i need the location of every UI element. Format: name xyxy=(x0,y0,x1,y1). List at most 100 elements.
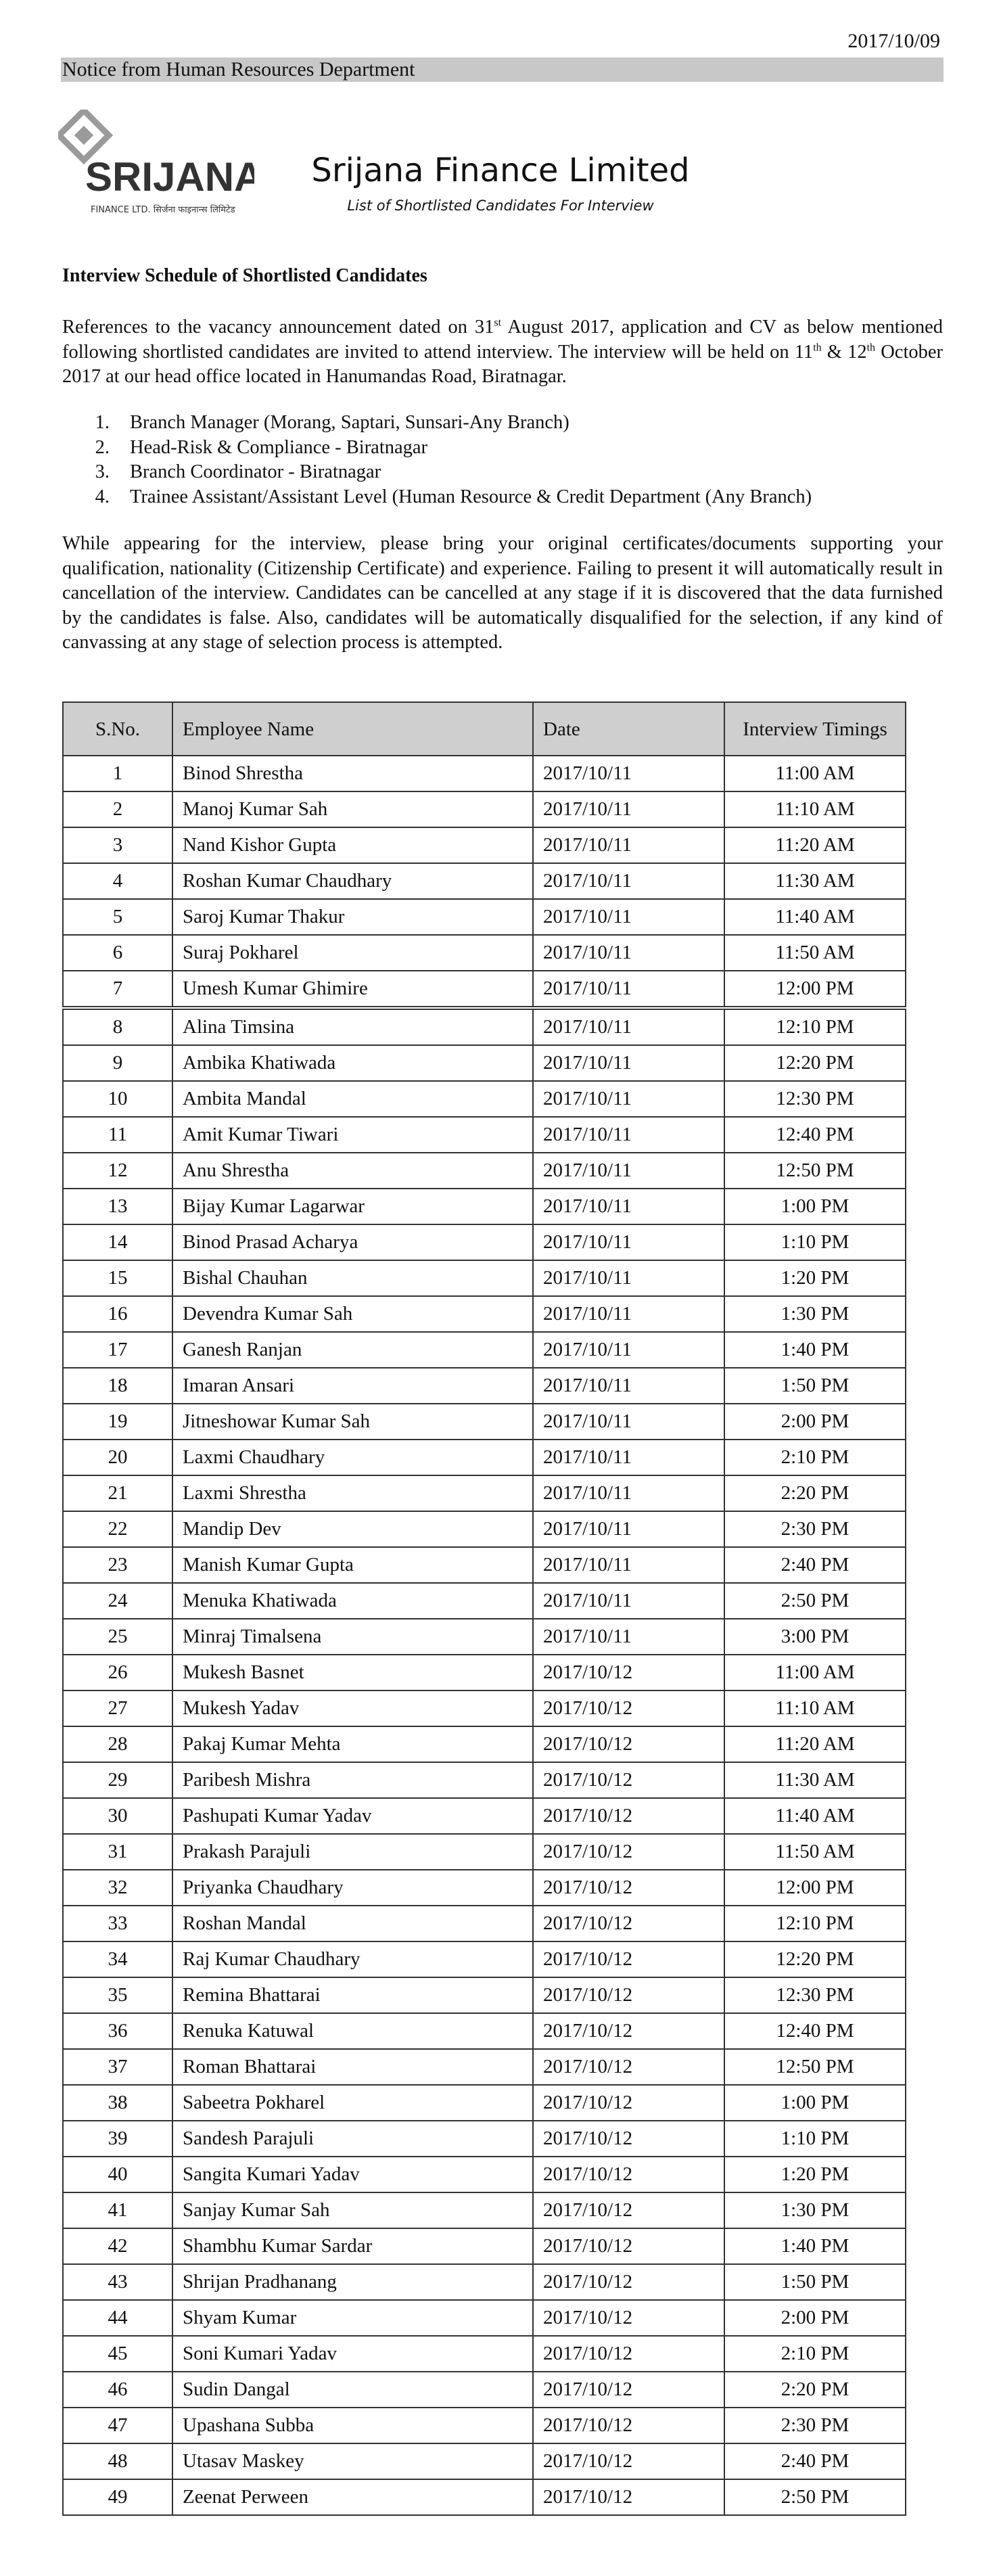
table-cell: 2017/10/11 xyxy=(532,1295,725,1333)
table-cell: 1:00 PM xyxy=(724,1188,906,1225)
table-cell: 1:40 PM xyxy=(724,1331,906,1368)
table-cell: 36 xyxy=(62,2013,173,2050)
table-row: 15 Bishal Chauhan 2017/10/11 1:20 PM xyxy=(62,1260,906,1297)
table-cell: 33 xyxy=(62,1905,173,1942)
table-cell: 1:50 PM xyxy=(724,2263,906,2301)
table-cell: 2017/10/12 xyxy=(532,2048,725,2086)
table-cell: 2017/10/11 xyxy=(532,1582,725,1619)
table-cell: Jitneshowar Kumar Sah xyxy=(172,1403,534,1440)
table-cell: 2017/10/11 xyxy=(532,1260,725,1297)
table-cell: 28 xyxy=(62,1726,173,1763)
table-cell: Raj Kumar Chaudhary xyxy=(172,1941,534,1978)
table-cell: 2017/10/11 xyxy=(532,755,725,792)
table-cell: 1:40 PM xyxy=(724,2228,906,2265)
list-number: 1. xyxy=(95,412,110,433)
table-cell: 12 xyxy=(62,1152,173,1189)
table-row: 32 Priyanka Chaudhary 2017/10/12 12:00 PM xyxy=(62,1869,906,1906)
table-cell: 18 xyxy=(62,1367,173,1404)
table-cell: Bijay Kumar Lagarwar xyxy=(172,1188,534,1225)
table-cell: 24 xyxy=(62,1582,173,1619)
table-cell: Nand Kishor Gupta xyxy=(172,827,534,864)
table-cell: 2:30 PM xyxy=(724,2407,906,2444)
table-cell: 12:20 PM xyxy=(724,1941,906,1978)
table-cell: Minraj Timalsena xyxy=(172,1618,534,1655)
table-cell: 12:00 PM xyxy=(724,970,906,1010)
table-cell: 2017/10/11 xyxy=(532,1080,725,1118)
superscript: th xyxy=(866,342,876,353)
column-header: Employee Name xyxy=(172,702,534,756)
table-cell: 48 xyxy=(62,2443,173,2480)
table-row: 24 Menuka Khatiwada 2017/10/11 2:50 PM xyxy=(62,1582,906,1619)
position-list: 1. Branch Manager (Morang, Saptari, Sunsa… xyxy=(62,411,943,509)
text-run: & 12 xyxy=(821,341,867,363)
table-cell: Ambika Khatiwada xyxy=(172,1044,534,1082)
table-cell: 2017/10/12 xyxy=(532,2443,725,2480)
table-row: 4 Roshan Kumar Chaudhary 2017/10/11 11:30 A… xyxy=(62,862,906,900)
table-cell: 2017/10/12 xyxy=(532,1762,725,1799)
table-cell: 11:00 AM xyxy=(724,755,906,792)
list-text: Trainee Assistant/Assistant Level (Human… xyxy=(130,486,812,507)
table-cell: 11:30 AM xyxy=(724,1762,906,1799)
table-cell: 22 xyxy=(62,1511,173,1548)
list-text: Head-Risk & Compliance - Biratnagar xyxy=(130,436,428,458)
table-cell: Mukesh Basnet xyxy=(172,1654,534,1691)
table-row: 1 Binod Shrestha 2017/10/11 11:00 AM xyxy=(62,755,906,792)
table-cell: 23 xyxy=(62,1546,173,1584)
table-cell: Upashana Subba xyxy=(172,2407,534,2444)
table-cell: 12:50 PM xyxy=(724,2048,906,2086)
table-cell: 11:30 AM xyxy=(724,862,906,900)
table-cell: 1:30 PM xyxy=(724,2192,906,2229)
table-cell: 5 xyxy=(62,898,173,936)
table-cell: 12:00 PM xyxy=(724,1869,906,1906)
table-cell: 1 xyxy=(62,755,173,792)
table-cell: Laxmi Shrestha xyxy=(172,1475,534,1512)
table-cell: 2:20 PM xyxy=(724,2371,906,2408)
table-cell: 12:50 PM xyxy=(724,1152,906,1189)
table-cell: 11:50 AM xyxy=(724,1833,906,1870)
table-row: 11 Amit Kumar Tiwari 2017/10/11 12:40 PM xyxy=(62,1116,906,1153)
table-row: 23 Manish Kumar Gupta 2017/10/11 2:40 PM xyxy=(62,1546,906,1584)
table-cell: Anu Shrestha xyxy=(172,1152,534,1189)
table-row: 40 Sangita Kumari Yadav 2017/10/12 1:20 PM xyxy=(62,2156,906,2193)
table-cell: 16 xyxy=(62,1295,173,1333)
table-cell: Binod Prasad Acharya xyxy=(172,1224,534,1261)
table-cell: 31 xyxy=(62,1833,173,1870)
table-cell: 29 xyxy=(62,1762,173,1799)
header-row: S.No. Employee Name Date Interview Timings xyxy=(62,702,906,756)
table-cell: Shrijan Pradhanang xyxy=(172,2263,534,2301)
table-cell: 2017/10/12 xyxy=(532,1905,725,1942)
table-cell: 2017/10/12 xyxy=(532,2013,725,2050)
table-cell: Binod Shrestha xyxy=(172,755,534,792)
table-cell: 2017/10/11 xyxy=(532,1116,725,1153)
table-cell: 11:10 AM xyxy=(724,791,906,828)
text-run: References to the vacancy announcement d… xyxy=(62,317,494,338)
table-row: 7 Umesh Kumar Ghimire 2017/10/11 12:00 PM xyxy=(62,970,906,1010)
table-cell: 2017/10/12 xyxy=(532,1869,725,1906)
list-number: 3. xyxy=(95,461,110,482)
table-cell: Sudin Dangal xyxy=(172,2371,534,2408)
table-cell: 11:20 AM xyxy=(724,827,906,864)
table-cell: Imaran Ansari xyxy=(172,1367,534,1404)
column-header: Date xyxy=(532,702,725,756)
table-cell: 2017/10/12 xyxy=(532,2335,725,2372)
table-cell: Priyanka Chaudhary xyxy=(172,1869,534,1906)
table-cell: Laxmi Chaudhary xyxy=(172,1439,534,1476)
table-cell: 14 xyxy=(62,1224,173,1261)
list-text: Branch Manager (Morang, Saptari, Sunsari… xyxy=(130,412,569,433)
table-cell: 3:00 PM xyxy=(724,1618,906,1655)
table-cell: 2017/10/12 xyxy=(532,2192,725,2229)
column-header: S.No. xyxy=(62,702,173,756)
table-cell: Bishal Chauhan xyxy=(172,1260,534,1297)
table-row: 42 Shambhu Kumar Sardar 2017/10/12 1:40 PM xyxy=(62,2228,906,2265)
table-cell: 2:40 PM xyxy=(724,2443,906,2480)
table-cell: 27 xyxy=(62,1690,173,1727)
table-row: 45 Soni Kumari Yadav 2017/10/12 2:10 PM xyxy=(62,2335,906,2372)
table-cell: 13 xyxy=(62,1188,173,1225)
table-cell: Sangita Kumari Yadav xyxy=(172,2156,534,2193)
table-cell: 11:10 AM xyxy=(724,1690,906,1727)
table-cell: 7 xyxy=(62,970,173,1010)
table-cell: Mandip Dev xyxy=(172,1511,534,1548)
table-cell: 43 xyxy=(62,2263,173,2301)
table-cell: 2017/10/11 xyxy=(532,1044,725,1082)
table-row: 19 Jitneshowar Kumar Sah 2017/10/11 2:00 PM xyxy=(62,1403,906,1440)
